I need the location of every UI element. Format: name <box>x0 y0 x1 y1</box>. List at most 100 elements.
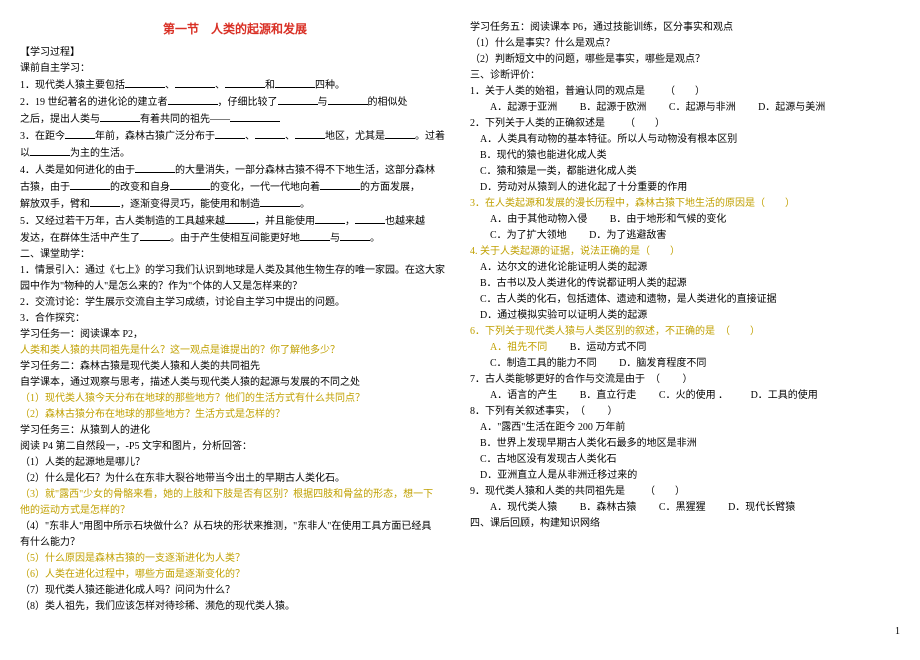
q3-line2: 以 为主的生活。 <box>20 145 450 162</box>
paren: （ ） <box>665 84 705 100</box>
blank <box>230 111 280 122</box>
mc2-stem: 2．下列关于人类的正确叙述是 <box>470 118 605 129</box>
blank <box>300 230 330 241</box>
blank <box>340 230 370 241</box>
mc6-C: C．火的使用 ． <box>649 388 728 404</box>
mc8-options: A．现代类人猿 B．森林古猿 C．黑猩猩 D．现代长臂猿 <box>470 500 900 516</box>
q3-line1: 3．在距今年前，森林古猿广泛分布于、、地区，尤其是。过着 <box>20 128 450 145</box>
q5-text-b: ，并且能使用 <box>255 216 315 227</box>
mc6-B: B．直立行走 <box>570 388 637 404</box>
p14b: 他的运动方式是怎样的？ <box>20 503 450 519</box>
mc1-options: A．起源于亚洲 B．起源于欧洲 C．起源与非洲 D．起源与美洲 <box>470 100 900 116</box>
q3-text-f: 。过着 <box>415 131 445 142</box>
q4-text-e: 的变化，一代一代地向着 <box>210 182 320 193</box>
q1-text-b: 和 <box>265 80 275 91</box>
mc2-B: B．现代的猿也能进化成人类 <box>470 148 900 164</box>
p20: 学习任务五：阅读课本 P6，通过技能训练，区分事实和观点 <box>470 20 900 36</box>
heading-diagnosis: 三、诊断评价： <box>470 68 900 84</box>
q4-line3: 解放双手，臂和，逐渐变得灵巧，能使用和制造。 <box>20 196 450 213</box>
mc7-q: 8．下列有关叙述事实， （ ） <box>470 404 900 420</box>
heading-prestudy: 课前自主学习： <box>20 61 450 77</box>
q4-line1: 4．人类是如何进化的由于的大量消失，一部分森林古猿不得不下地生活，这部分森林 <box>20 162 450 179</box>
blank <box>125 77 165 88</box>
mc6-options: A．语言的产生 B．直立行走 C．火的使用 ． D．工具的使用 <box>470 388 900 404</box>
p19: （8）类人祖先，我们应该怎样对待珍稀、濒危的现代类人猿。 <box>20 599 450 615</box>
q2-text-e: 之后，提出人类与 <box>20 114 100 125</box>
p22: （2）判断短文中的问题，哪些是事实，哪些是观点？ <box>470 52 900 68</box>
q3-text-h: 为主的生活。 <box>70 148 130 159</box>
heading-review: 四、课后回顾，构建知识网络 <box>470 516 900 532</box>
blank <box>328 94 368 105</box>
q1-text-a: 1．现代类人猿主要包括 <box>20 80 125 91</box>
q3-text-c: 、 <box>245 131 255 142</box>
q4-text-f: 的方面发展， <box>360 182 420 193</box>
mc5-options-2: C．制造工具的能力不同 D．脑发育程度不同 <box>470 356 900 372</box>
q2-text-f: 有着共同的祖先—— <box>140 114 230 125</box>
blank <box>168 94 218 105</box>
mc8-D: D．现代长臂猿 <box>718 500 795 516</box>
mc5-B: B．运动方式不同 <box>560 340 647 356</box>
mc8-C: C．黑猩猩 <box>649 500 706 516</box>
mc1-q: 1．关于人类的始祖，普遍认同的观点是 （ ） <box>470 84 900 100</box>
mc2-A: A．人类具有动物的基本特征。所以人与动物没有根本区别 <box>470 132 900 148</box>
q3-text-b: 年前，森林古猿广泛分布于 <box>95 131 215 142</box>
mc1-B: B．起源于欧洲 <box>570 100 647 116</box>
mc6-D: D．工具的使用 <box>741 388 818 404</box>
mc7-C: C．古地区没有发现古人类化石 <box>470 452 900 468</box>
q4-line2: 古猿，由于的改变和自身的变化，一代一代地向着的方面发展， <box>20 179 450 196</box>
blank <box>278 94 318 105</box>
p4: 学习任务一：阅读课本 P2， <box>20 327 450 343</box>
mc1-stem: 1．关于人类的始祖，普遍认同的观点是 <box>470 86 645 97</box>
q3-text-g: 以 <box>20 148 30 159</box>
q5-text-d: 也越来越 <box>385 216 425 227</box>
mc7-B: B．世界上发现早期古人类化石最多的地区是非洲 <box>470 436 900 452</box>
mc1-C: C．起源与非洲 <box>659 100 736 116</box>
mc4-B: B．古书以及人类进化的传说都证明人类的起源 <box>470 276 900 292</box>
q2-line2: 之后，提出人类与 有着共同的祖先—— <box>20 111 450 128</box>
q5-text-c: ， <box>345 216 355 227</box>
mc3-q: 3．在人类起源和发展的漫长历程中，森林古猿下地生活的原因是（ ） <box>470 196 900 212</box>
p16: （5）什么原因是森林古猿的一支逐渐进化为人类？ <box>20 551 450 567</box>
heading-class-help: 二、课堂助学： <box>20 247 450 263</box>
blank <box>275 77 315 88</box>
q1-text-c: 四种。 <box>315 80 345 91</box>
q1: 1．现代类人猿主要包括、、和四种。 <box>20 77 450 94</box>
q2-line1: 2．19 世纪著名的进化论的建立者，仔细比较了与的相似处 <box>20 94 450 111</box>
mc6-q: 7．古人类能够更好的合作与交流是由于 （ ） <box>470 372 900 388</box>
blank <box>140 230 170 241</box>
q5-line2: 发达，在群体生活中产生了。由于产生使相互间能更好地与。 <box>20 230 450 247</box>
mc4-q: 4. 关于人类起源的证据，说法正确的是（ ） <box>470 244 900 260</box>
q5-text-g: 与 <box>330 233 340 244</box>
mc8-stem: 9．现代类人猿和人类的共同祖先是 <box>470 486 625 497</box>
mc2-D: D．劳动对从猿到人的进化起了十分重要的作用 <box>470 180 900 196</box>
mc3-stem: 3．在人类起源和发展的漫长历程中，森林古猿下地生活的原因是（ ） <box>470 198 795 209</box>
mc5-C: C．制造工具的能力不同 <box>480 356 597 372</box>
q4-text-a: 4．人类是如何进化的由于 <box>20 165 135 176</box>
blank <box>320 179 360 190</box>
p15a: （4）"东非人"用图中所示石块做什么？从石块的形状来推测，"东非人"在使用工具方… <box>20 519 450 535</box>
mc3-options-1: A．由于其他动物入侵 B．由于地形和气候的变化 <box>470 212 900 228</box>
blank <box>135 162 175 173</box>
p15b: 有什么能力？ <box>20 535 450 551</box>
mc5-D: D．脑发育程度不同 <box>609 356 706 372</box>
mc4-A: A．达尔文的进化论能证明人类的起源 <box>470 260 900 276</box>
blank <box>315 213 345 224</box>
blank <box>295 128 325 139</box>
p9: （2）森林古猿分布在地球的那些地方？生活方式是怎样的？ <box>20 407 450 423</box>
mc7-D: D．亚洲直立人是从非洲迁移过来的 <box>470 468 900 484</box>
mc2-C: C．猿和猿是一类，都能进化成人类 <box>470 164 900 180</box>
blank <box>30 145 70 156</box>
q3-text-e: 地区，尤其是 <box>325 131 385 142</box>
mc3-options-2: C．为了扩大领地 D．为了逃避敌害 <box>470 228 900 244</box>
mc8-B: B．森林古猿 <box>570 500 637 516</box>
q5-text-h: 。 <box>370 233 380 244</box>
p18: （7）现代类人猿还能进化成人吗？问问为什么？ <box>20 583 450 599</box>
q5-line1: 5．又经过若干万年，古人类制造的工具越来越 ，并且能使用 ， 也越来越 <box>20 213 450 230</box>
mc3-A: A．由于其他动物入侵 <box>480 212 587 228</box>
p14a: （3）就"露西"少女的骨骼来看，她的上肢和下肢是否有区别？根据四肢和骨盆的形态，… <box>20 487 450 503</box>
blank <box>100 111 140 122</box>
q5-text-a: 5．又经过若干万年，古人类制造的工具越来越 <box>20 216 225 227</box>
p6: 学习任务二：森林古猿是现代类人猿和人类的共同祖先 <box>20 359 450 375</box>
p10: 学习任务三：从猿到人的进化 <box>20 423 450 439</box>
blank <box>385 128 415 139</box>
